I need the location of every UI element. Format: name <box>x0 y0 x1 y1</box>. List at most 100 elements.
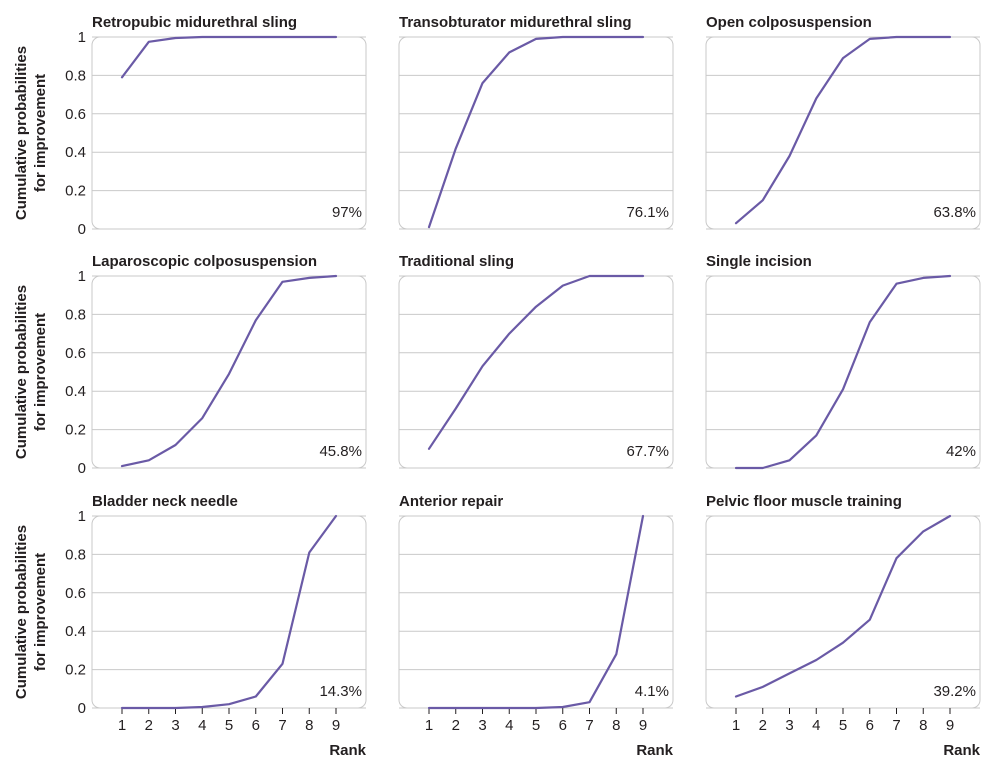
panel-frame <box>398 36 674 230</box>
x-tick-label: 8 <box>919 717 927 734</box>
panel-frame <box>91 36 367 230</box>
x-tick-label: 3 <box>171 717 179 734</box>
cumulative-probability-line <box>734 514 952 698</box>
y-axis-title: Cumulative probabilities for improvement <box>13 285 49 459</box>
cumulative-probability-line <box>120 274 338 468</box>
sucra-label: 97% <box>332 204 362 221</box>
chart-panel: Laparoscopic colposuspension 0 0.2 0.4 0.6 0.… <box>13 253 367 477</box>
panel-title: Traditional sling <box>399 253 514 270</box>
x-tick-label: 6 <box>252 717 260 734</box>
x-tick-label: 7 <box>278 717 286 734</box>
cumulative-probability-line <box>120 35 338 79</box>
x-tick-label: 5 <box>839 717 847 734</box>
cumulative-probability-line <box>120 514 338 710</box>
x-tick-label: 8 <box>305 717 313 734</box>
x-tick-label: 2 <box>145 717 153 734</box>
cumulative-probability-line <box>734 274 952 470</box>
sucra-label: 39.2% <box>933 683 976 700</box>
x-tick-label: 2 <box>452 717 460 734</box>
x-axis-title: Rank <box>329 742 366 757</box>
cumulative-probability-line <box>427 274 645 450</box>
x-tick-label: 4 <box>505 717 513 734</box>
x-tick-label: 4 <box>198 717 206 734</box>
panel-title: Laparoscopic colposuspension <box>92 253 317 270</box>
chart-panel: Anterior repair 1 2 3 4 5 6 7 8 9 Rank 4.1% <box>398 493 674 757</box>
y-axis-title-line: Cumulative probabilities <box>13 285 30 459</box>
x-tick-label: 5 <box>532 717 540 734</box>
y-tick-label: 0 <box>78 460 86 477</box>
y-axis-title-line: Cumulative probabilities <box>13 525 30 699</box>
y-tick-label: 0.6 <box>65 585 86 602</box>
y-tick-label: 1 <box>78 29 86 46</box>
x-tick-label: 8 <box>612 717 620 734</box>
y-axis-title-line: for improvement <box>32 74 49 192</box>
y-tick-label: 0.8 <box>65 546 86 563</box>
x-tick-label: 4 <box>812 717 820 734</box>
chart-panel: Single incision 42% <box>705 253 981 470</box>
x-tick-label: 3 <box>478 717 486 734</box>
x-tick-label: 7 <box>892 717 900 734</box>
y-tick-label: 0.8 <box>65 67 86 84</box>
x-tick-label: 9 <box>639 717 647 734</box>
y-tick-label: 0.2 <box>65 422 86 439</box>
x-tick-label: 6 <box>866 717 874 734</box>
x-tick-label: 9 <box>332 717 340 734</box>
y-axis-title-line: Cumulative probabilities <box>13 46 30 220</box>
x-tick-label: 9 <box>946 717 954 734</box>
panel-frame <box>398 275 674 469</box>
panel-frame <box>705 275 981 469</box>
chart-panel: Bladder neck needle 0 0.2 0.4 0.6 0.8 1 1 2 3 4 5 6 7… <box>13 493 367 757</box>
panel-title: Single incision <box>706 253 812 270</box>
x-tick-label: 1 <box>118 717 126 734</box>
x-axis-title: Rank <box>636 742 673 757</box>
chart-panel: Traditional sling 67.7% <box>398 253 674 469</box>
chart-panel: Retropubic midurethral sling 0 0.2 0.4 0.6 0.… <box>13 14 367 238</box>
x-tick-label: 5 <box>225 717 233 734</box>
cumulative-probability-line <box>427 35 645 229</box>
panel-title: Anterior repair <box>399 493 503 510</box>
cumulative-probability-line <box>734 35 952 225</box>
y-tick-label: 0.8 <box>65 306 86 323</box>
chart-panel: Transobturator midurethral sling 76.1% <box>398 14 674 230</box>
sucra-label: 4.1% <box>635 683 669 700</box>
y-tick-label: 1 <box>78 508 86 525</box>
y-tick-label: 0.4 <box>65 383 86 400</box>
panel-frame <box>705 515 981 709</box>
y-tick-label: 0.6 <box>65 345 86 362</box>
y-tick-label: 0.6 <box>65 106 86 123</box>
panel-title: Retropubic midurethral sling <box>92 14 297 31</box>
panel-title: Pelvic floor muscle training <box>706 493 902 510</box>
y-tick-label: 0.2 <box>65 662 86 679</box>
y-tick-label: 1 <box>78 268 86 285</box>
y-axis-title-line: for improvement <box>32 553 49 671</box>
sucra-label: 76.1% <box>626 204 669 221</box>
panel-title: Open colposuspension <box>706 14 872 31</box>
panel-title: Transobturator midurethral sling <box>399 14 632 31</box>
sucra-label: 42% <box>946 443 976 460</box>
x-axis-title: Rank <box>943 742 980 757</box>
cumulative-probability-line <box>427 514 645 710</box>
panel-frame <box>398 515 674 709</box>
panel-frame <box>705 36 981 230</box>
y-tick-label: 0 <box>78 221 86 238</box>
y-axis-title-line: for improvement <box>32 313 49 431</box>
panel-title: Bladder neck needle <box>92 493 238 510</box>
panel-frame <box>91 275 367 469</box>
chart-panel: Open colposuspension 63.8% <box>705 14 981 230</box>
panel-frame <box>91 515 367 709</box>
y-tick-label: 0.2 <box>65 183 86 200</box>
sucra-label: 67.7% <box>626 443 669 460</box>
y-tick-label: 0.4 <box>65 144 86 161</box>
x-tick-label: 1 <box>425 717 433 734</box>
x-tick-label: 3 <box>785 717 793 734</box>
sucra-label: 63.8% <box>933 204 976 221</box>
y-axis-title: Cumulative probabilities for improvement <box>13 46 49 220</box>
x-tick-label: 2 <box>759 717 767 734</box>
sucra-label: 14.3% <box>319 683 362 700</box>
x-tick-label: 7 <box>585 717 593 734</box>
x-tick-label: 6 <box>559 717 567 734</box>
y-tick-label: 0.4 <box>65 623 86 640</box>
y-axis-title: Cumulative probabilities for improvement <box>13 525 49 699</box>
x-tick-label: 1 <box>732 717 740 734</box>
